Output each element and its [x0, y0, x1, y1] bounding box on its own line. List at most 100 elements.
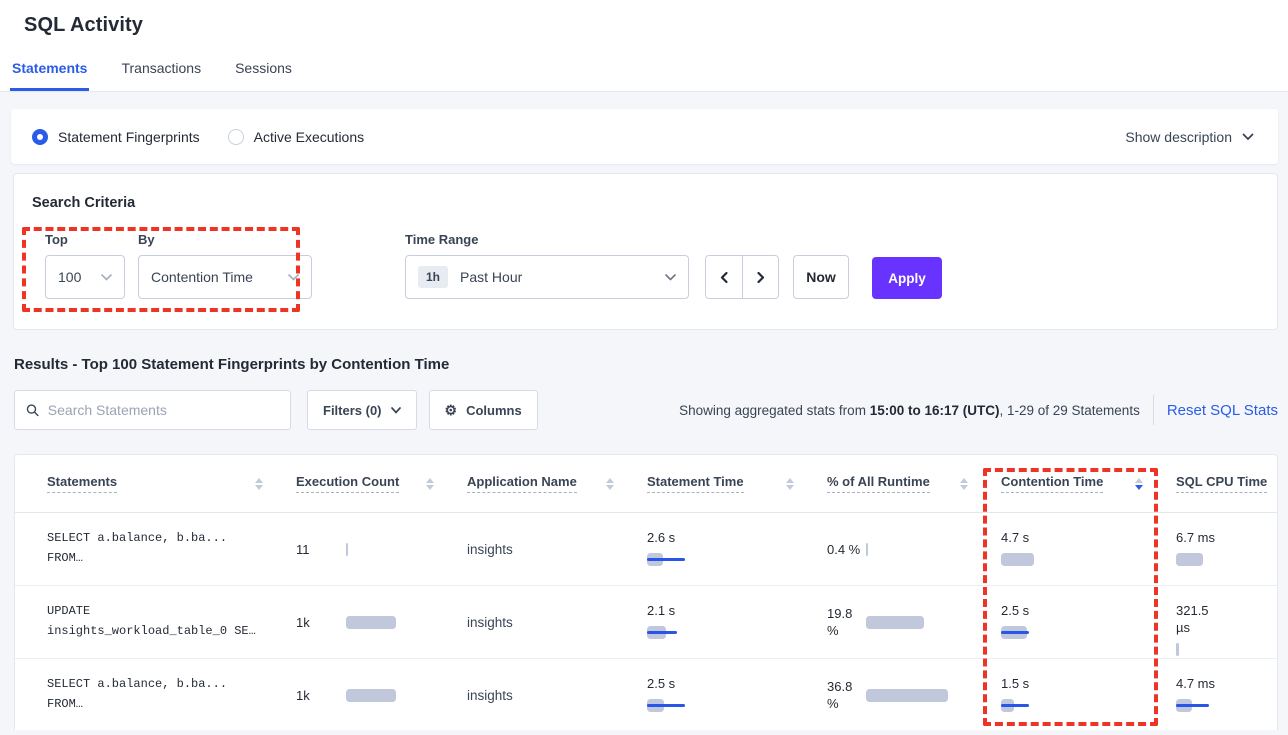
top-label: Top	[45, 232, 68, 247]
column-header-execution-count[interactable]: Execution Count	[296, 474, 467, 493]
view-toggle-bar: Statement Fingerprints Active Executions…	[11, 109, 1278, 164]
filters-button[interactable]: Filters (0)	[307, 390, 417, 430]
statement-time-mean-line	[647, 631, 677, 634]
sql-cpu-time-bar	[1176, 553, 1203, 566]
contention-time-cell: 4.7 s	[1001, 513, 1176, 585]
tab-statements[interactable]: Statements	[10, 60, 90, 91]
show-description-label: Show description	[1125, 128, 1232, 145]
gear-icon: ⚙	[444, 402, 458, 418]
radio-statement-fingerprints[interactable]: Statement Fingerprints	[32, 128, 200, 145]
time-range-select[interactable]: 1h Past Hour	[405, 255, 689, 299]
table-row: UPDATE insights_workload_table_0 SE… 1k …	[15, 586, 1277, 659]
aggregated-stats-text: Showing aggregated stats from 15:00 to 1…	[679, 402, 1140, 418]
columns-label: Columns	[466, 402, 522, 418]
now-button[interactable]: Now	[793, 255, 849, 299]
sort-icon[interactable]	[606, 477, 614, 490]
execution-count-bar	[346, 688, 396, 702]
radio-selected-icon[interactable]	[32, 128, 48, 145]
pct-runtime-cell: 19.8 %	[827, 586, 1001, 658]
column-header-pct-runtime[interactable]: % of All Runtime	[827, 474, 1001, 493]
tab-bar: Statements Transactions Sessions	[0, 60, 1288, 92]
show-description-toggle[interactable]: Show description	[1125, 129, 1254, 145]
sql-cpu-time-cell: 4.7 ms	[1176, 659, 1277, 730]
chevron-left-icon	[720, 271, 728, 283]
column-header-sql-cpu-time[interactable]: SQL CPU Time	[1176, 474, 1277, 493]
execution-count-cell: 1k	[296, 659, 467, 730]
column-header-statements[interactable]: Statements	[47, 474, 296, 493]
sort-icon[interactable]	[255, 477, 263, 490]
pct-runtime-bar	[866, 688, 948, 702]
chevron-down-icon	[665, 273, 676, 281]
application-name-cell: insights	[467, 614, 513, 630]
search-criteria-heading: Search Criteria	[32, 195, 136, 211]
next-time-button[interactable]	[742, 256, 778, 298]
top-field: Top 100	[45, 232, 125, 299]
chevron-down-icon	[390, 406, 401, 414]
radio-active-executions[interactable]: Active Executions	[227, 128, 365, 145]
page-header: SQL Activity Statements Transactions Ses…	[0, 0, 1288, 92]
page-title: SQL Activity	[24, 14, 144, 36]
chevron-right-icon	[757, 271, 765, 283]
execution-count-cell: 11	[296, 513, 467, 585]
reset-sql-stats-link[interactable]: Reset SQL Stats	[1166, 401, 1278, 419]
statement-time-mean-line	[647, 704, 685, 707]
apply-button[interactable]: Apply	[872, 257, 942, 299]
by-select-value: Contention Time	[151, 269, 253, 285]
time-range-badge: 1h	[418, 266, 449, 288]
sort-icon-active-desc[interactable]	[1135, 477, 1143, 490]
chevron-down-icon	[101, 273, 112, 281]
sort-icon[interactable]	[786, 477, 794, 490]
time-nav-group	[705, 255, 779, 299]
radio-label: Active Executions	[253, 128, 365, 145]
statement-link[interactable]: SELECT a.balance, b.ba... FROM…	[47, 677, 228, 711]
radio-label: Statement Fingerprints	[58, 128, 200, 145]
statement-link[interactable]: UPDATE insights_workload_table_0 SE…	[47, 604, 256, 638]
table-row: SELECT a.balance, b.ba... FROM… 11 insig…	[15, 513, 1277, 586]
time-range-label: Time Range	[405, 232, 479, 247]
tab-sessions[interactable]: Sessions	[235, 60, 292, 76]
column-header-application-name[interactable]: Application Name	[467, 474, 647, 493]
search-statements-input[interactable]	[47, 402, 279, 418]
contention-time-cell: 1.5 s	[1001, 659, 1176, 730]
search-criteria-card: Search Criteria Top 100 By Contention Ti…	[13, 173, 1278, 330]
previous-time-button[interactable]	[706, 256, 742, 298]
statement-time-cell: 2.6 s	[647, 513, 827, 585]
filters-label: Filters (0)	[323, 402, 382, 418]
execution-count-cell: 1k	[296, 586, 467, 658]
sql-cpu-time-cell: 6.7 ms	[1176, 513, 1277, 585]
statement-link[interactable]: SELECT a.balance, b.ba... FROM…	[47, 531, 228, 565]
results-controls: Filters (0) ⚙ Columns Showing aggregated…	[14, 390, 1278, 430]
execution-count-bar	[346, 542, 348, 556]
sort-icon[interactable]	[960, 477, 968, 490]
pct-runtime-bar	[866, 542, 868, 556]
sort-icon[interactable]	[426, 477, 434, 490]
radio-unselected-icon[interactable]	[227, 128, 244, 145]
application-name-cell: insights	[467, 541, 513, 557]
time-range-value: Past Hour	[460, 269, 523, 285]
columns-button[interactable]: ⚙ Columns	[428, 390, 538, 430]
chevron-down-icon	[1242, 133, 1254, 140]
by-field: By Contention Time	[138, 232, 312, 299]
contention-time-bar	[1001, 553, 1034, 566]
table-row: SELECT a.balance, b.ba... FROM… 1k insig…	[15, 659, 1277, 730]
time-range-field: Time Range 1h Past Hour	[405, 232, 689, 299]
column-header-statement-time[interactable]: Statement Time	[647, 474, 827, 493]
execution-count-bar	[346, 615, 396, 629]
top-select-value: 100	[58, 269, 82, 285]
pct-runtime-bar	[866, 615, 924, 629]
pct-runtime-cell: 0.4 %	[827, 513, 1001, 585]
chevron-down-icon	[288, 273, 299, 281]
statement-time-cell: 2.1 s	[647, 586, 827, 658]
statement-time-cell: 2.5 s	[647, 659, 827, 730]
results-heading: Results - Top 100 Statement Fingerprints…	[14, 356, 450, 373]
search-icon	[26, 404, 39, 417]
top-select[interactable]: 100	[45, 255, 125, 299]
statement-time-mean-line	[647, 558, 685, 561]
column-header-contention-time[interactable]: Contention Time	[1001, 474, 1176, 493]
statements-table: Statements Execution Count Application N…	[14, 454, 1278, 730]
search-statements-box[interactable]	[14, 390, 291, 430]
sql-cpu-time-cell: 321.5 µs	[1176, 586, 1277, 658]
by-select[interactable]: Contention Time	[138, 255, 312, 299]
contention-time-mean-line	[1001, 631, 1029, 634]
tab-transactions[interactable]: Transactions	[121, 60, 202, 76]
